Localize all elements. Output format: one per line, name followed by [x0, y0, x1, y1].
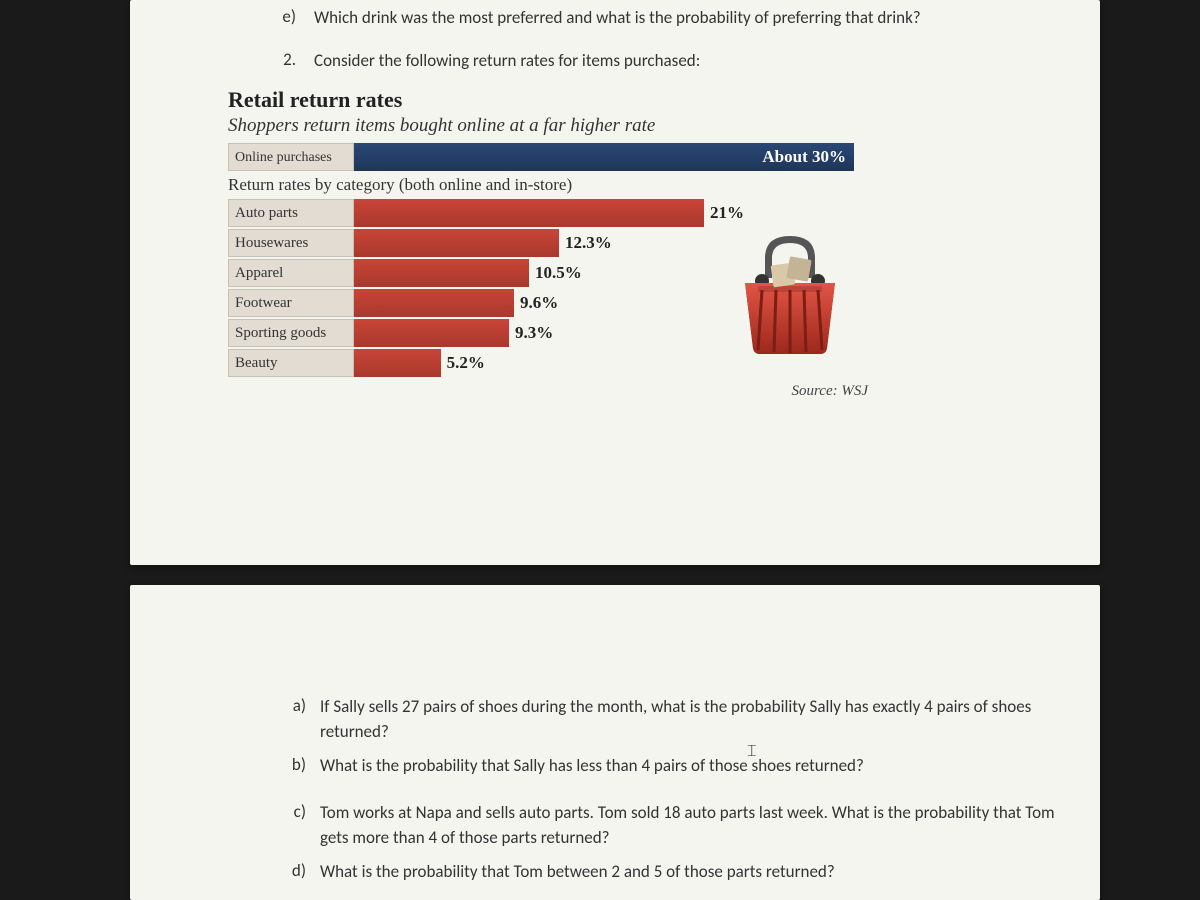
- question-text: If Sally sells 27 pairs of shoes during …: [320, 695, 1060, 744]
- online-bar: About 30%: [354, 143, 854, 171]
- row-label: Beauty: [228, 349, 354, 377]
- question-marker: b): [286, 754, 306, 779]
- row-label: Apparel: [228, 259, 354, 287]
- bar-value-label: 9.6%: [520, 293, 558, 313]
- category-bar: 12.3%: [354, 229, 559, 257]
- sub-question: b) What is the probability that Sally has…: [286, 754, 1060, 779]
- question-2: 2. Consider the following return rates f…: [268, 49, 1070, 74]
- category-bar: 21%: [354, 199, 704, 227]
- question-text: What is the probability that Sally has l…: [320, 754, 1060, 779]
- document-page-bottom: a) If Sally sells 27 pairs of shoes durin…: [130, 585, 1100, 900]
- question-marker: d): [286, 860, 306, 885]
- sub-question: d) What is the probability that Tom betwe…: [286, 860, 1060, 885]
- chart-subtitle: Shoppers return items bought online at a…: [228, 115, 868, 137]
- online-purchases-row: Online purchases About 30%: [228, 143, 868, 171]
- category-bar: 9.6%: [354, 289, 514, 317]
- return-rates-chart: Retail return rates Shoppers return item…: [228, 87, 868, 400]
- category-bar: 9.3%: [354, 319, 509, 347]
- row-label: Sporting goods: [228, 319, 354, 347]
- question-marker: c): [286, 801, 306, 850]
- question-text: What is the probability that Tom between…: [320, 860, 1060, 885]
- sub-question: a) If Sally sells 27 pairs of shoes durin…: [286, 695, 1060, 744]
- chart-title: Retail return rates: [228, 87, 868, 113]
- question-marker: e): [276, 6, 296, 31]
- bar-area: 21%: [354, 199, 868, 227]
- row-label: Auto parts: [228, 199, 354, 227]
- category-bar: 10.5%: [354, 259, 529, 287]
- question-marker: a): [286, 695, 306, 744]
- document-page-top: e) Which drink was the most preferred an…: [130, 0, 1100, 565]
- question-e: e) Which drink was the most preferred an…: [276, 6, 1070, 31]
- question-text: Which drink was the most preferred and w…: [314, 6, 1070, 31]
- row-label: Online purchases: [228, 143, 354, 171]
- shopping-basket-icon: [730, 228, 850, 358]
- bar-value-label: 10.5%: [535, 263, 582, 283]
- section-label: Return rates by category (both online an…: [228, 175, 868, 195]
- chart-source: Source: WSJ: [228, 383, 868, 400]
- bar-value-label: 21%: [710, 203, 744, 223]
- bar-value-label: 5.2%: [447, 353, 485, 373]
- question-text: Tom works at Napa and sells auto parts. …: [320, 801, 1060, 850]
- sub-question-list: a) If Sally sells 27 pairs of shoes durin…: [286, 695, 1060, 885]
- category-bar: 5.2%: [354, 349, 441, 377]
- text-cursor-icon: ⌶: [747, 743, 757, 761]
- bar-area: About 30%: [354, 143, 868, 171]
- question-text: Consider the following return rates for …: [314, 49, 1070, 74]
- row-label: Housewares: [228, 229, 354, 257]
- question-marker: 2.: [268, 49, 296, 74]
- category-row: Auto parts21%: [228, 199, 868, 227]
- sub-question: c) Tom works at Napa and sells auto parts…: [286, 801, 1060, 850]
- bar-value-label: 12.3%: [565, 233, 612, 253]
- row-label: Footwear: [228, 289, 354, 317]
- bar-value-label: About 30%: [762, 147, 846, 167]
- bar-value-label: 9.3%: [515, 323, 553, 343]
